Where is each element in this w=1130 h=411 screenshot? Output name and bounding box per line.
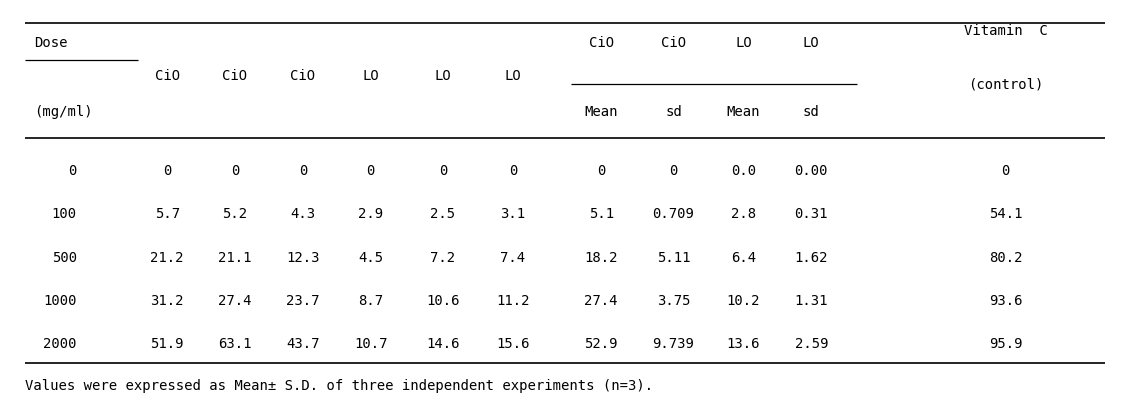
Text: 63.1: 63.1 <box>218 337 252 351</box>
Text: 12.3: 12.3 <box>286 251 320 265</box>
Text: 100: 100 <box>52 207 77 221</box>
Text: 95.9: 95.9 <box>989 337 1023 351</box>
Text: 8.7: 8.7 <box>358 294 383 308</box>
Text: 1.31: 1.31 <box>794 294 828 308</box>
Text: LO: LO <box>803 36 819 50</box>
Text: 80.2: 80.2 <box>989 251 1023 265</box>
Text: CiO: CiO <box>589 36 614 50</box>
Text: 10.6: 10.6 <box>426 294 460 308</box>
Text: 18.2: 18.2 <box>584 251 618 265</box>
Text: (control): (control) <box>968 77 1043 91</box>
Text: 0: 0 <box>1001 164 1010 178</box>
Text: sd: sd <box>666 105 681 119</box>
Text: 0: 0 <box>231 164 240 178</box>
Text: 5.2: 5.2 <box>223 207 247 221</box>
Text: 0: 0 <box>163 164 172 178</box>
Text: 0: 0 <box>366 164 375 178</box>
Text: 2.9: 2.9 <box>358 207 383 221</box>
Text: 31.2: 31.2 <box>150 294 184 308</box>
Text: CiO: CiO <box>223 69 247 83</box>
Text: CiO: CiO <box>661 36 686 50</box>
Text: 10.2: 10.2 <box>727 294 760 308</box>
Text: 0: 0 <box>669 164 678 178</box>
Text: 0.709: 0.709 <box>652 207 695 221</box>
Text: 0: 0 <box>69 164 77 178</box>
Text: 13.6: 13.6 <box>727 337 760 351</box>
Text: 0.31: 0.31 <box>794 207 828 221</box>
Text: 11.2: 11.2 <box>496 294 530 308</box>
Text: 1.62: 1.62 <box>794 251 828 265</box>
Text: CiO: CiO <box>155 69 180 83</box>
Text: Dose: Dose <box>34 36 68 50</box>
Text: 0.00: 0.00 <box>794 164 828 178</box>
Text: LO: LO <box>505 69 521 83</box>
Text: 1000: 1000 <box>43 294 77 308</box>
Text: 21.1: 21.1 <box>218 251 252 265</box>
Text: 54.1: 54.1 <box>989 207 1023 221</box>
Text: Mean: Mean <box>584 105 618 119</box>
Text: 7.4: 7.4 <box>501 251 525 265</box>
Text: sd: sd <box>803 105 819 119</box>
Text: 93.6: 93.6 <box>989 294 1023 308</box>
Text: 52.9: 52.9 <box>584 337 618 351</box>
Text: LO: LO <box>435 69 451 83</box>
Text: 0: 0 <box>298 164 307 178</box>
Text: Vitamin  C: Vitamin C <box>964 24 1048 38</box>
Text: 23.7: 23.7 <box>286 294 320 308</box>
Text: 0: 0 <box>438 164 447 178</box>
Text: 5.11: 5.11 <box>657 251 690 265</box>
Text: 3.1: 3.1 <box>501 207 525 221</box>
Text: 500: 500 <box>52 251 77 265</box>
Text: 4.3: 4.3 <box>290 207 315 221</box>
Text: 2.8: 2.8 <box>731 207 756 221</box>
Text: 5.1: 5.1 <box>589 207 614 221</box>
Text: 3.75: 3.75 <box>657 294 690 308</box>
Text: 5.7: 5.7 <box>155 207 180 221</box>
Text: 6.4: 6.4 <box>731 251 756 265</box>
Text: 27.4: 27.4 <box>218 294 252 308</box>
Text: 10.7: 10.7 <box>354 337 388 351</box>
Text: 0: 0 <box>508 164 518 178</box>
Text: 14.6: 14.6 <box>426 337 460 351</box>
Text: 4.5: 4.5 <box>358 251 383 265</box>
Text: LO: LO <box>363 69 379 83</box>
Text: (mg/ml): (mg/ml) <box>34 105 93 119</box>
Text: 15.6: 15.6 <box>496 337 530 351</box>
Text: Mean: Mean <box>727 105 760 119</box>
Text: 0.0: 0.0 <box>731 164 756 178</box>
Text: 43.7: 43.7 <box>286 337 320 351</box>
Text: 9.739: 9.739 <box>652 337 695 351</box>
Text: 7.2: 7.2 <box>431 251 455 265</box>
Text: 2.5: 2.5 <box>431 207 455 221</box>
Text: 2000: 2000 <box>43 337 77 351</box>
Text: CiO: CiO <box>290 69 315 83</box>
Text: 2.59: 2.59 <box>794 337 828 351</box>
Text: Values were expressed as Mean± S.D. of three independent experiments (n=3).: Values were expressed as Mean± S.D. of t… <box>25 379 653 393</box>
Text: 21.2: 21.2 <box>150 251 184 265</box>
Text: 51.9: 51.9 <box>150 337 184 351</box>
Text: 0: 0 <box>597 164 606 178</box>
Text: LO: LO <box>736 36 751 50</box>
Text: 27.4: 27.4 <box>584 294 618 308</box>
